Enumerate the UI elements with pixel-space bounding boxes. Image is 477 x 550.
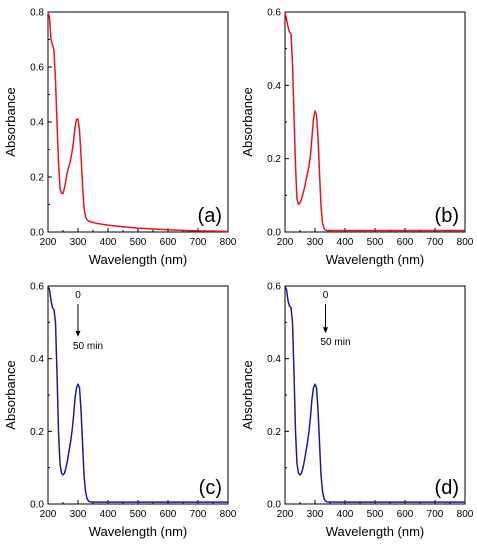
chart-panel-b: 200 300 400 500 600 700 800 0.0 0.2 0.4 0.6 Wavelen… [240,8,474,268]
y-tick-label: 0.6 [30,282,44,293]
time-arrow-head [323,327,328,334]
x-tick-label: 300 [307,509,324,520]
x-tick-label: 400 [100,237,117,248]
y-tick-label: 0.0 [30,228,44,239]
y-tick-label: 0.8 [30,8,44,19]
x-axis-title: Wavelength (nm) [89,524,188,539]
annotation-time-end: 50 min [73,341,103,352]
plot-frame [284,11,466,233]
x-tick-label: 800 [457,509,474,520]
panel-label: (b) [435,205,459,227]
y-tick-label: 0.2 [267,427,281,438]
y-tick-label: 0.2 [267,154,281,165]
chart-panel-c: 200 300 400 500 600 700 800 0.0 0.2 0.4 0.6 Wavelen… [3,282,237,540]
x-tick-label: 800 [220,237,237,248]
x-tick-label: 800 [457,237,474,248]
x-tick-label: 600 [397,509,414,520]
y-axis-title: Absorbance [3,360,18,429]
x-tick-label: 500 [130,509,147,520]
y-axis-title: Absorbance [3,87,18,156]
x-axis-title: Wavelength (nm) [326,524,425,539]
y-tick-label: 0.6 [267,8,281,19]
x-tick-label: 200 [277,237,294,248]
annotation-time-end: 50 min [320,337,350,348]
x-tick-label: 700 [190,509,207,520]
y-tick-label: 0.2 [30,173,44,184]
x-tick-label: 400 [337,509,354,520]
x-tick-label: 700 [427,237,444,248]
absorbance-series-line [284,285,465,503]
x-tick-label: 300 [70,509,87,520]
y-tick-label: 0.4 [267,81,281,92]
panel-label: (d) [435,477,459,499]
x-tick-label: 200 [40,237,57,248]
x-tick-label: 600 [397,237,414,248]
x-tick-label: 500 [367,237,384,248]
y-tick-label: 0.0 [267,500,281,511]
y-axis-title: Absorbance [240,360,255,429]
x-tick-label: 500 [367,509,384,520]
x-tick-label: 700 [427,509,444,520]
absorbance-series-line [47,285,228,503]
y-tick-label: 0.4 [267,354,281,365]
x-tick-label: 200 [277,509,294,520]
y-tick-label: 0.2 [30,427,44,438]
x-tick-label: 700 [190,237,207,248]
y-tick-label: 0.6 [30,63,44,74]
x-tick-label: 600 [160,509,177,520]
plot-frame [47,11,229,233]
y-tick-label: 0.6 [267,282,281,293]
time-arrow-head [75,330,81,337]
x-axis-title: Wavelength (nm) [89,252,188,267]
x-tick-label: 600 [160,237,177,248]
x-tick-label: 800 [220,509,237,520]
x-tick-label: 200 [40,509,57,520]
panel-label: (a) [198,205,222,227]
x-tick-label: 400 [100,509,117,520]
y-axis-title: Absorbance [240,87,255,156]
absorbance-series-line [47,11,229,233]
panel-label: (c) [199,477,222,499]
chart-panel-d: 200 300 400 500 600 700 800 0.0 0.2 0.4 0.6 Wavelen… [240,282,474,540]
x-tick-label: 300 [70,237,87,248]
absorbance-series-line [284,11,465,232]
annotation-time-start: 0 [323,290,329,301]
x-tick-label: 300 [307,237,324,248]
x-tick-label: 500 [130,237,147,248]
annotation-time-start: 0 [75,290,81,301]
y-tick-label: 0.4 [30,354,44,365]
y-tick-label: 0.0 [30,500,44,511]
y-tick-label: 0.4 [30,118,44,129]
x-axis-title: Wavelength (nm) [326,252,425,267]
chart-panel-a: 200 300 400 500 600 700 800 0.0 0.2 0.4 0.6 0.8 Wave… [3,8,237,268]
y-tick-label: 0.0 [267,228,281,239]
x-tick-label: 400 [337,237,354,248]
